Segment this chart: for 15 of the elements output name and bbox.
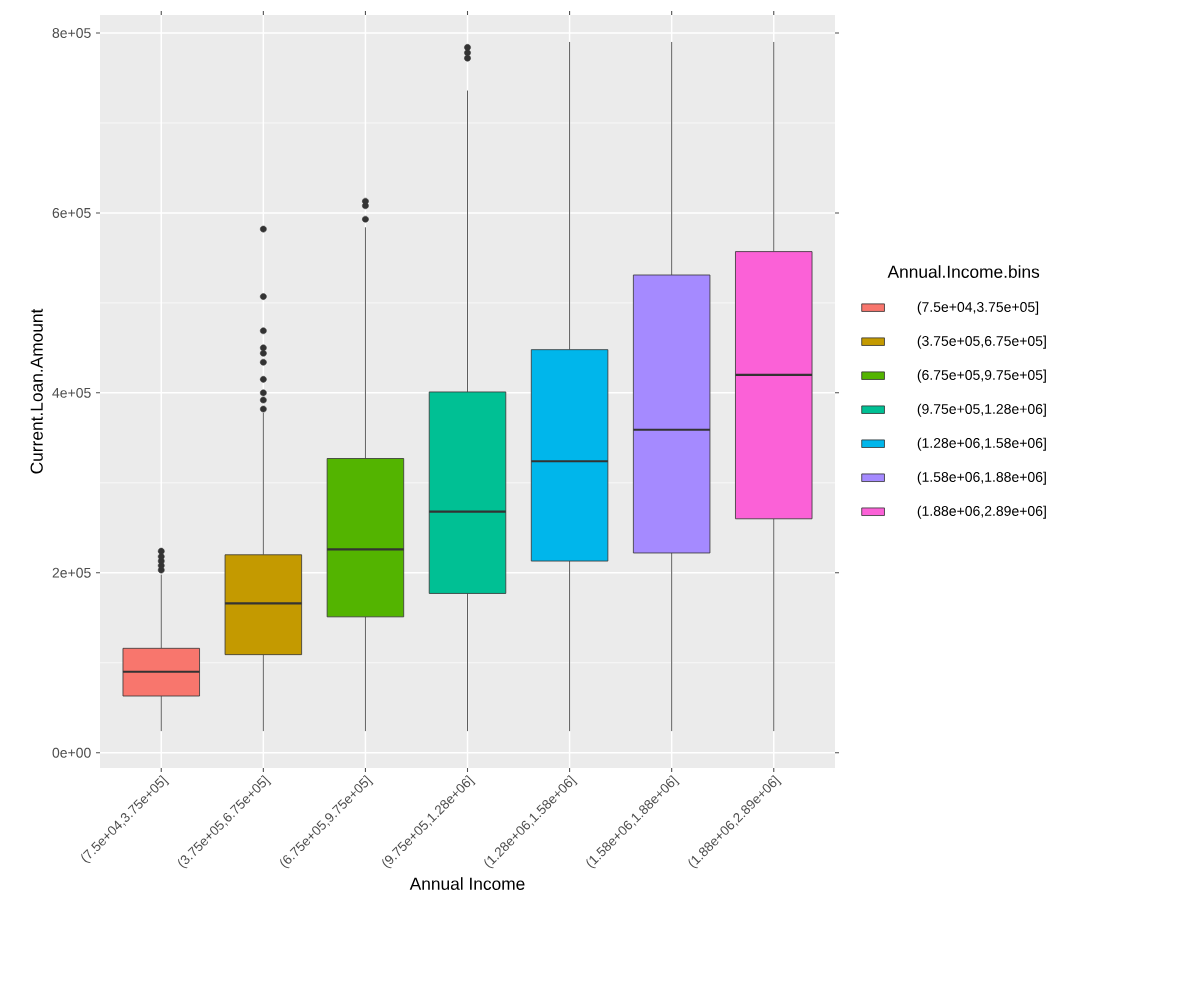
y-tick-label: 2e+05 — [52, 567, 91, 578]
x-axis-title: Annual Income — [409, 877, 525, 890]
legend-label: (1.58e+06,1.88e+06] — [917, 471, 1046, 485]
legend-label: (7.5e+04,3.75e+05] — [917, 301, 1039, 315]
legend-title: Annual.Income.bins — [887, 265, 1040, 278]
y-tick-label: 8e+05 — [52, 28, 91, 38]
y-tick-label: 0e+00 — [52, 747, 91, 758]
legend-label: (3.75e+05,6.75e+05] — [917, 335, 1046, 349]
y-axis-title: Current.Loan.Amount — [30, 308, 43, 474]
y-tick-label: 4e+05 — [52, 387, 91, 398]
legend-label: (6.75e+05,9.75e+05] — [917, 369, 1046, 383]
legend-label: (9.75e+05,1.28e+06] — [917, 403, 1046, 417]
y-tick-label: 6e+05 — [52, 207, 91, 218]
legend-label: (1.88e+06,2.89e+06] — [917, 505, 1046, 519]
legend-label: (1.28e+06,1.58e+06] — [917, 437, 1046, 451]
